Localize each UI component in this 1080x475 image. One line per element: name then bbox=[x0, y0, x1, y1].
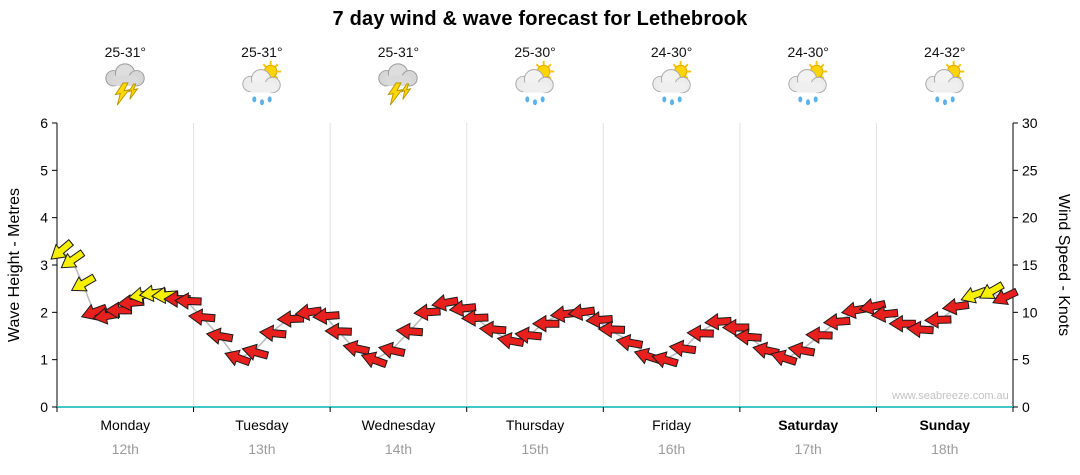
svg-text:0: 0 bbox=[40, 399, 48, 415]
day-temp: 24-32° bbox=[924, 44, 966, 60]
storm-icon bbox=[372, 60, 424, 108]
svg-text:1: 1 bbox=[40, 352, 48, 368]
svg-text:30: 30 bbox=[1022, 115, 1038, 131]
svg-text:4: 4 bbox=[40, 210, 48, 226]
day-temp: 24-30° bbox=[787, 44, 829, 60]
svg-text:0: 0 bbox=[1022, 399, 1030, 415]
day-date: 15th bbox=[521, 441, 549, 457]
sun-showers-icon bbox=[509, 60, 561, 108]
page-title: 7 day wind & wave forecast for Lethebroo… bbox=[332, 8, 748, 30]
svg-text:3: 3 bbox=[40, 257, 48, 273]
day-date: 17th bbox=[794, 441, 822, 457]
day-temp: 25-30° bbox=[514, 44, 556, 60]
day-date-row: 12th 13th 14th 15th 16th 17th 18th bbox=[57, 441, 1013, 457]
day-date: 14th bbox=[384, 441, 413, 457]
temperature-row: 25-31° 25-31° 25-31° 25-30° 24-30° 24-30… bbox=[57, 44, 1013, 60]
day-name-row: Monday Tuesday Wednesday Thursday Friday… bbox=[57, 417, 1013, 433]
day-date: 18th bbox=[931, 441, 959, 457]
day-name: Wednesday bbox=[361, 417, 436, 433]
day-temp: 25-31° bbox=[377, 44, 420, 60]
day-name: Tuesday bbox=[235, 417, 289, 433]
day-name: Saturday bbox=[778, 417, 839, 433]
sun-showers-icon bbox=[919, 60, 971, 108]
svg-text:20: 20 bbox=[1022, 210, 1038, 226]
day-temp: 25-31° bbox=[241, 44, 283, 60]
svg-text:6: 6 bbox=[40, 115, 48, 131]
day-date: 16th bbox=[657, 441, 686, 457]
day-name: Monday bbox=[100, 417, 151, 433]
svg-text:5: 5 bbox=[40, 162, 48, 178]
day-date: 12th bbox=[111, 441, 139, 457]
watermark: www.seabreeze.com.au bbox=[892, 390, 1009, 402]
sun-showers-icon bbox=[236, 60, 288, 108]
weather-icon-row bbox=[57, 60, 1013, 114]
sun-showers-icon bbox=[646, 60, 698, 108]
svg-text:10: 10 bbox=[1022, 304, 1038, 320]
svg-text:25: 25 bbox=[1022, 162, 1038, 178]
svg-text:15: 15 bbox=[1022, 257, 1038, 273]
day-name: Friday bbox=[652, 417, 692, 433]
day-name: Thursday bbox=[505, 417, 565, 433]
left-axis-label: Wave Height - Metres bbox=[6, 187, 23, 343]
svg-text:5: 5 bbox=[1022, 352, 1030, 368]
day-temp: 25-31° bbox=[104, 44, 146, 60]
day-date: 13th bbox=[248, 441, 276, 457]
sun-showers-icon bbox=[782, 60, 834, 108]
svg-text:2: 2 bbox=[40, 304, 48, 320]
day-temp: 24-30° bbox=[650, 44, 693, 60]
right-axis-label: Wind Speed - Knots bbox=[1055, 193, 1072, 337]
day-name: Sunday bbox=[919, 417, 971, 433]
storm-icon bbox=[99, 60, 151, 108]
